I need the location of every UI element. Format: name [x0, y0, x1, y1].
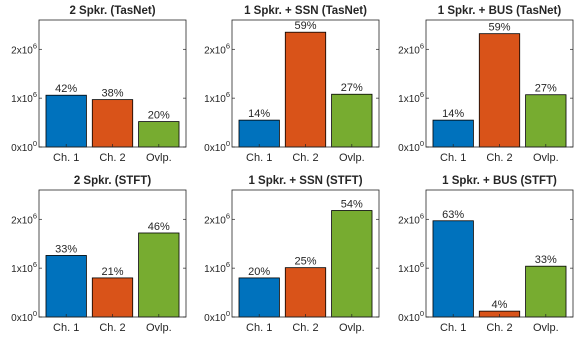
chart-panel: 1 Spkr. + BUS (STFT) 63% Ch. 1 4% Ch. 2 33% Ov…: [398, 175, 574, 334]
x-tick-label: Ch. 1: [246, 152, 272, 164]
bar-value-label: 27%: [341, 82, 363, 94]
chart-panel: 1 Spkr. + SSN (TasNet) 14% Ch. 1 59% Ch. 2 27…: [204, 5, 380, 164]
bar: [331, 93, 373, 148]
x-tick-label: Ch. 2: [99, 152, 125, 164]
chart-title: 1 Spkr. + BUS (TasNet): [438, 5, 562, 17]
x-tick-label: Ch. 2: [292, 322, 318, 334]
chart-title: 2 Spkr. (STFT): [74, 175, 151, 187]
bar: [432, 220, 474, 318]
bar: [478, 33, 521, 148]
bar: [284, 267, 327, 318]
bar-value-label: 59%: [294, 20, 316, 32]
x-tick-label: Ch. 2: [486, 322, 512, 334]
bar-value-label: 33%: [535, 254, 557, 266]
bar: [238, 277, 280, 318]
x-tick-label: Ch. 2: [292, 152, 318, 164]
chart-title: 1 Spkr. + BUS (STFT): [442, 175, 557, 187]
y-tick-label: 2x106: [204, 211, 230, 226]
chart-panel: 1 Spkr. + BUS (TasNet) 14% Ch. 1 59% Ch. 2 27…: [398, 5, 574, 164]
bar: [91, 277, 134, 318]
bar-value-label: 20%: [148, 110, 170, 122]
bar-value-label: 21%: [101, 266, 123, 278]
x-tick-label: Ovlp.: [339, 152, 365, 164]
x-tick-label: Ch. 1: [246, 322, 272, 334]
y-tick-label: 0x100: [204, 309, 230, 324]
x-tick-label: Ch. 1: [53, 152, 79, 164]
bar: [91, 99, 134, 148]
y-tick-label: 1x106: [398, 90, 424, 105]
bar-value-label: 14%: [248, 108, 270, 120]
x-tick-label: Ovlp.: [533, 322, 559, 334]
bar-value-label: 46%: [148, 221, 170, 233]
axes-box: [38, 19, 187, 148]
y-tick-label: 2x106: [11, 41, 37, 56]
y-tick-label: 2x106: [398, 41, 424, 56]
x-tick-label: Ovlp.: [146, 152, 172, 164]
x-tick-label: Ovlp.: [533, 152, 559, 164]
bar-value-label: 33%: [55, 243, 77, 255]
bar-value-label: 25%: [294, 256, 316, 268]
y-tick-label: 0x100: [204, 139, 230, 154]
axes-box: [231, 189, 380, 318]
x-tick-label: Ch. 2: [99, 322, 125, 334]
chart-panel: 2 Spkr. (STFT) 33% Ch. 1 21% Ch. 2 46% Ovlp. 0x…: [11, 175, 187, 334]
x-tick-label: Ovlp.: [339, 322, 365, 334]
chart-title: 1 Spkr. + SSN (STFT): [248, 175, 362, 187]
x-tick-label: Ch. 2: [486, 152, 512, 164]
axes-box: [425, 19, 574, 148]
bar-value-label: 59%: [488, 22, 510, 34]
y-tick-label: 0x100: [11, 309, 37, 324]
y-tick-label: 2x106: [11, 211, 37, 226]
y-tick-label: 1x106: [11, 260, 37, 275]
bar: [525, 265, 567, 318]
bar: [45, 255, 87, 318]
y-tick-label: 1x106: [204, 90, 230, 105]
axes-box: [231, 19, 380, 148]
y-tick-label: 1x106: [204, 260, 230, 275]
bar: [138, 232, 180, 318]
axes-box: [425, 189, 574, 318]
axes-box: [38, 189, 187, 318]
chart-panel: 2 Spkr. (TasNet) 42% Ch. 1 38% Ch. 2 20% Ovlp.…: [11, 5, 187, 164]
bar: [525, 94, 567, 148]
bar: [432, 119, 474, 148]
bar-value-label: 54%: [341, 199, 363, 211]
chart-title: 1 Spkr. + SSN (TasNet): [244, 5, 367, 17]
y-tick-label: 0x100: [11, 139, 37, 154]
bar: [284, 31, 327, 148]
bar: [331, 210, 373, 318]
chart-title: 2 Spkr. (TasNet): [69, 5, 155, 17]
bar-value-label: 27%: [535, 83, 557, 95]
x-tick-label: Ch. 1: [440, 152, 466, 164]
bar: [238, 119, 280, 148]
x-tick-label: Ch. 1: [440, 322, 466, 334]
bar: [138, 121, 180, 148]
y-tick-label: 0x100: [398, 309, 424, 324]
bar: [45, 94, 87, 148]
y-tick-label: 1x106: [398, 260, 424, 275]
y-tick-label: 0x100: [398, 139, 424, 154]
x-tick-label: Ch. 1: [53, 322, 79, 334]
y-tick-label: 1x106: [11, 90, 37, 105]
y-tick-label: 2x106: [204, 41, 230, 56]
x-tick-label: Ovlp.: [146, 322, 172, 334]
chart-panel: 1 Spkr. + SSN (STFT) 20% Ch. 1 25% Ch. 2 54% O…: [204, 175, 380, 334]
y-tick-label: 2x106: [398, 211, 424, 226]
bar-value-label: 20%: [248, 266, 270, 278]
bar-value-label: 14%: [442, 108, 464, 120]
bar-value-label: 42%: [55, 83, 77, 95]
bar-value-label: 4%: [492, 299, 508, 311]
bar-value-label: 63%: [442, 209, 464, 221]
bar-value-label: 38%: [101, 88, 123, 100]
